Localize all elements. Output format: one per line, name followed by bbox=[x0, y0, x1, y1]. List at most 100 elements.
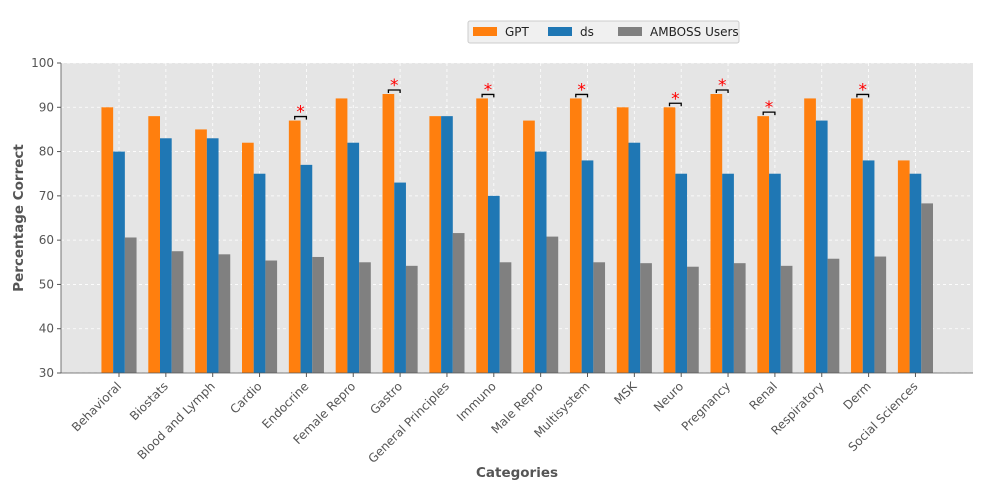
x-tick-label-renal: Renal bbox=[746, 379, 780, 413]
x-tick-label-msk: MSK bbox=[611, 378, 640, 407]
bar-ds-multisystem bbox=[581, 160, 594, 373]
significance-star-immuno: * bbox=[484, 80, 493, 100]
x-axis-title: Categories bbox=[476, 465, 558, 481]
bar-gpt-general-principles bbox=[429, 116, 442, 374]
bar-amboss-users-msk bbox=[640, 263, 652, 373]
bar-gpt-endocrine bbox=[288, 120, 301, 373]
bar-ds-msk bbox=[628, 142, 641, 373]
significance-markers: * * * * * * * * bbox=[294, 76, 870, 123]
significance-bracket-pregnancy bbox=[715, 89, 729, 93]
bar-gpt-social-sciences bbox=[897, 160, 910, 373]
legend-swatch-amboss-users bbox=[618, 27, 642, 36]
y-tick-label: 60 bbox=[39, 233, 54, 247]
bar-ds-general-principles bbox=[441, 116, 453, 374]
y-tick-label: 70 bbox=[39, 189, 54, 203]
bar-amboss-users-cardio bbox=[265, 260, 278, 373]
bar-amboss-users-gastro bbox=[405, 265, 418, 373]
bar-ds-neuro bbox=[675, 173, 688, 373]
x-tick-label-immuno: Immuno bbox=[454, 379, 499, 424]
y-tick-label: 80 bbox=[39, 145, 54, 159]
bar-amboss-users-pregnancy bbox=[733, 263, 746, 373]
bar-amboss-users-neuro bbox=[687, 266, 699, 373]
x-tick-label-biostats: Biostats bbox=[127, 379, 171, 423]
x-tick-label-general-principles: General Principles bbox=[365, 379, 452, 466]
bar-gpt-gastro bbox=[382, 94, 395, 373]
bar-gpt-neuro bbox=[663, 107, 676, 374]
bar-gpt-renal bbox=[757, 116, 770, 374]
bar-gpt-cardio bbox=[242, 142, 254, 373]
legend-label-amboss-users: AMBOSS Users bbox=[650, 25, 739, 39]
bar-amboss-users-behavioral bbox=[124, 237, 137, 373]
significance-bracket-endocrine bbox=[294, 115, 308, 120]
bar-ds-derm bbox=[862, 160, 875, 373]
bar-ds-social-sciences bbox=[909, 173, 922, 373]
legend-label-ds: ds bbox=[580, 25, 594, 39]
bar-amboss-users-multisystem bbox=[593, 262, 606, 373]
x-tick-label-cardio: Cardio bbox=[227, 379, 264, 416]
y-tick-label: 50 bbox=[39, 277, 54, 291]
significance-bracket-immuno bbox=[481, 93, 495, 98]
bar-amboss-users-endocrine bbox=[312, 256, 324, 373]
legend-swatch-gpt bbox=[473, 27, 497, 36]
bar-amboss-users-general-principles bbox=[452, 233, 465, 373]
legend-box bbox=[467, 20, 740, 44]
bar-ds-male-repro bbox=[534, 151, 547, 373]
bar-gpt-derm bbox=[851, 98, 863, 373]
significance-star-gastro: * bbox=[390, 76, 399, 96]
bar-gpt-biostats bbox=[148, 116, 160, 374]
significance-bracket-renal bbox=[762, 111, 776, 116]
bar-gpt-respiratory bbox=[804, 98, 816, 373]
bar-ds-cardio bbox=[253, 173, 266, 373]
bar-ds-biostats bbox=[160, 138, 172, 373]
bar-gpt-male-repro bbox=[523, 120, 535, 373]
bar-ds-gastro bbox=[394, 182, 406, 373]
y-tick-label: 30 bbox=[39, 366, 54, 380]
significance-bracket-derm bbox=[856, 93, 870, 98]
x-tick-label-pregnancy: Pregnancy bbox=[679, 379, 733, 433]
bar-ds-renal bbox=[769, 173, 781, 373]
x-tick-label-neuro: Neuro bbox=[651, 379, 686, 414]
bar-amboss-users-social-sciences bbox=[921, 203, 933, 373]
bar-gpt-immuno bbox=[476, 98, 488, 373]
bar-amboss-users-derm bbox=[874, 256, 887, 373]
bar-amboss-users-respiratory bbox=[827, 258, 840, 373]
bar-amboss-users-blood-and-lymph bbox=[218, 254, 231, 373]
bar-ds-immuno bbox=[487, 195, 500, 373]
significance-star-endocrine: * bbox=[296, 103, 305, 123]
bar-ds-respiratory bbox=[815, 120, 828, 373]
legend-label-gpt: GPT bbox=[505, 25, 530, 39]
significance-star-renal: * bbox=[765, 98, 774, 118]
y-tick-label: 40 bbox=[39, 322, 54, 336]
bar-gpt-blood-and-lymph bbox=[195, 129, 207, 373]
significance-bracket-multisystem bbox=[575, 93, 589, 98]
significance-star-multisystem: * bbox=[577, 80, 586, 100]
y-tick-label: 100 bbox=[31, 56, 54, 70]
x-tick-label-derm: Derm bbox=[840, 379, 873, 412]
bar-ds-endocrine bbox=[300, 164, 313, 373]
bar-gpt-behavioral bbox=[101, 107, 114, 374]
significance-star-neuro: * bbox=[671, 89, 680, 109]
bar-amboss-users-male-repro bbox=[546, 236, 559, 373]
bar-amboss-users-biostats bbox=[171, 251, 184, 373]
significance-bracket-neuro bbox=[668, 102, 682, 107]
x-tick-label-behavioral: Behavioral bbox=[69, 379, 124, 434]
bar-gpt-msk bbox=[616, 107, 629, 374]
bar-amboss-users-renal bbox=[780, 265, 793, 373]
bar-ds-behavioral bbox=[113, 151, 125, 373]
significance-star-derm: * bbox=[859, 80, 868, 100]
y-tick-label: 90 bbox=[39, 100, 54, 114]
x-tick-label-gastro: Gastro bbox=[367, 379, 405, 417]
y-axis-title: Percentage Correct bbox=[11, 144, 27, 292]
significance-bracket-gastro bbox=[387, 89, 401, 93]
y-axis: 30 40 50 60 70 80 90 100 bbox=[31, 56, 62, 380]
bar-amboss-users-immuno bbox=[499, 262, 512, 373]
bars bbox=[101, 94, 933, 374]
bar-gpt-female-repro bbox=[335, 98, 348, 373]
legend-swatch-ds bbox=[548, 27, 572, 36]
bar-amboss-users-female-repro bbox=[359, 262, 371, 373]
legend: GPT ds AMBOSS Users bbox=[467, 20, 740, 44]
x-tick-label-blood-and-lymph: Blood and Lymph bbox=[135, 379, 218, 462]
significance-star-pregnancy: * bbox=[718, 76, 727, 96]
